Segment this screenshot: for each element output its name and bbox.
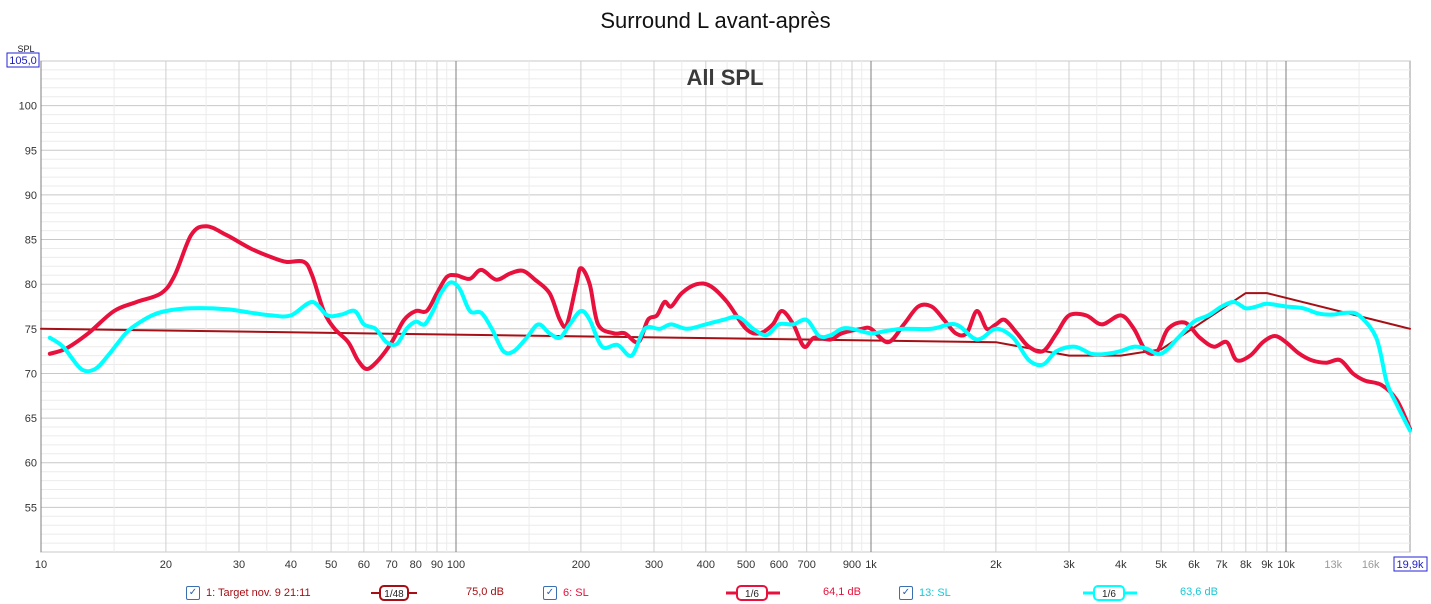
- x-tick-label: 500: [737, 559, 755, 571]
- y-tick-label: 70: [25, 369, 37, 381]
- smoothing-badge-target[interactable]: 1/48: [371, 585, 417, 601]
- chart-title: Surround L avant-après: [600, 8, 831, 33]
- smoothing-label-target: 1/48: [384, 589, 404, 600]
- x-tick-label: 8k: [1240, 559, 1252, 571]
- x-tick-label: 10k: [1277, 559, 1295, 571]
- x-tick-label: 600: [770, 559, 788, 571]
- all-spl-annotation: All SPL: [686, 65, 763, 90]
- x-tick-label: 20: [160, 559, 172, 571]
- tick-labels: 55 60 65 70 75 80 85 90 95 100 10 20 30 40 50 60 70 80 90 1…: [19, 101, 1380, 571]
- x-tick-label: 9k: [1261, 559, 1273, 571]
- checkbox-target[interactable]: ✓: [186, 586, 200, 600]
- x-tick-label: 50: [325, 559, 337, 571]
- smoothing-badge-sl-before[interactable]: 1/6: [726, 585, 780, 601]
- legend-item-sl-before[interactable]: ✓ 6: SL: [543, 585, 589, 601]
- series-line-target: [40, 292, 1411, 357]
- y-tick-label: 55: [25, 502, 37, 514]
- checkbox-sl-before[interactable]: ✓: [543, 586, 557, 600]
- y-axis-unit-label: SPL: [17, 44, 34, 54]
- y-tick-label: 95: [25, 145, 37, 157]
- x-tick-label: 10: [35, 559, 47, 571]
- x-tick-label: 1k: [865, 559, 877, 571]
- x-tick-label: 2k: [990, 559, 1002, 571]
- x-tick-label: 16k: [1362, 559, 1380, 571]
- smoothing-badge-sl-after[interactable]: 1/6: [1083, 585, 1137, 601]
- x-right-value-label: 19,9k: [1397, 559, 1424, 571]
- x-tick-label: 900: [843, 559, 861, 571]
- x-tick-label: 90: [431, 559, 443, 571]
- series-line-sl-after: [47, 280, 1412, 433]
- y-tick-label: 75: [25, 324, 37, 336]
- x-tick-label: 300: [645, 559, 663, 571]
- legend-label-sl-before: 6: SL: [563, 587, 589, 599]
- series-layer: [40, 224, 1412, 433]
- x-tick-label: 400: [697, 559, 715, 571]
- y-tick-label: 100: [19, 101, 37, 113]
- legend-item-sl-after[interactable]: ✓ 13: SL: [899, 585, 951, 601]
- x-tick-label: 70: [386, 559, 398, 571]
- x-tick-label: 40: [285, 559, 297, 571]
- checkbox-sl-after[interactable]: ✓: [899, 586, 913, 600]
- y-tick-label: 90: [25, 190, 37, 202]
- x-tick-label: 30: [233, 559, 245, 571]
- x-tick-label: 3k: [1063, 559, 1075, 571]
- legend-item-target[interactable]: ✓ 1: Target nov. 9 21:11: [186, 585, 311, 601]
- legend-label-target: 1: Target nov. 9 21:11: [206, 587, 311, 599]
- y-tick-label: 80: [25, 279, 37, 291]
- x-tick-label: 100: [447, 559, 465, 571]
- y-tick-label: 60: [25, 458, 37, 470]
- y-tick-label: 85: [25, 235, 37, 247]
- y-top-value-box[interactable]: [6, 52, 40, 68]
- x-tick-label: 80: [410, 559, 422, 571]
- x-tick-label: 60: [358, 559, 370, 571]
- legend-value-sl-after: 63,6 dB: [1180, 586, 1218, 598]
- x-tick-label: 700: [798, 559, 816, 571]
- x-right-value-box[interactable]: [1393, 556, 1428, 572]
- y-tick-label: 65: [25, 413, 37, 425]
- legend-value-target: 75,0 dB: [466, 586, 504, 598]
- y-top-value-label: 105,0: [9, 55, 37, 67]
- smoothing-label-sl-after: 1/6: [1102, 589, 1116, 600]
- x-tick-label: 7k: [1216, 559, 1228, 571]
- smoothing-label-sl-before: 1/6: [745, 589, 759, 600]
- grid-lines: [40, 60, 1410, 553]
- legend-value-sl-before: 64,1 dB: [823, 586, 861, 598]
- x-tick-label: 4k: [1115, 559, 1127, 571]
- x-tick-label: 6k: [1188, 559, 1200, 571]
- legend-label-sl-after: 13: SL: [919, 587, 951, 599]
- x-tick-label: 13k: [1324, 559, 1342, 571]
- x-tick-label: 200: [572, 559, 590, 571]
- x-tick-label: 5k: [1155, 559, 1167, 571]
- plot-area: [40, 60, 1411, 553]
